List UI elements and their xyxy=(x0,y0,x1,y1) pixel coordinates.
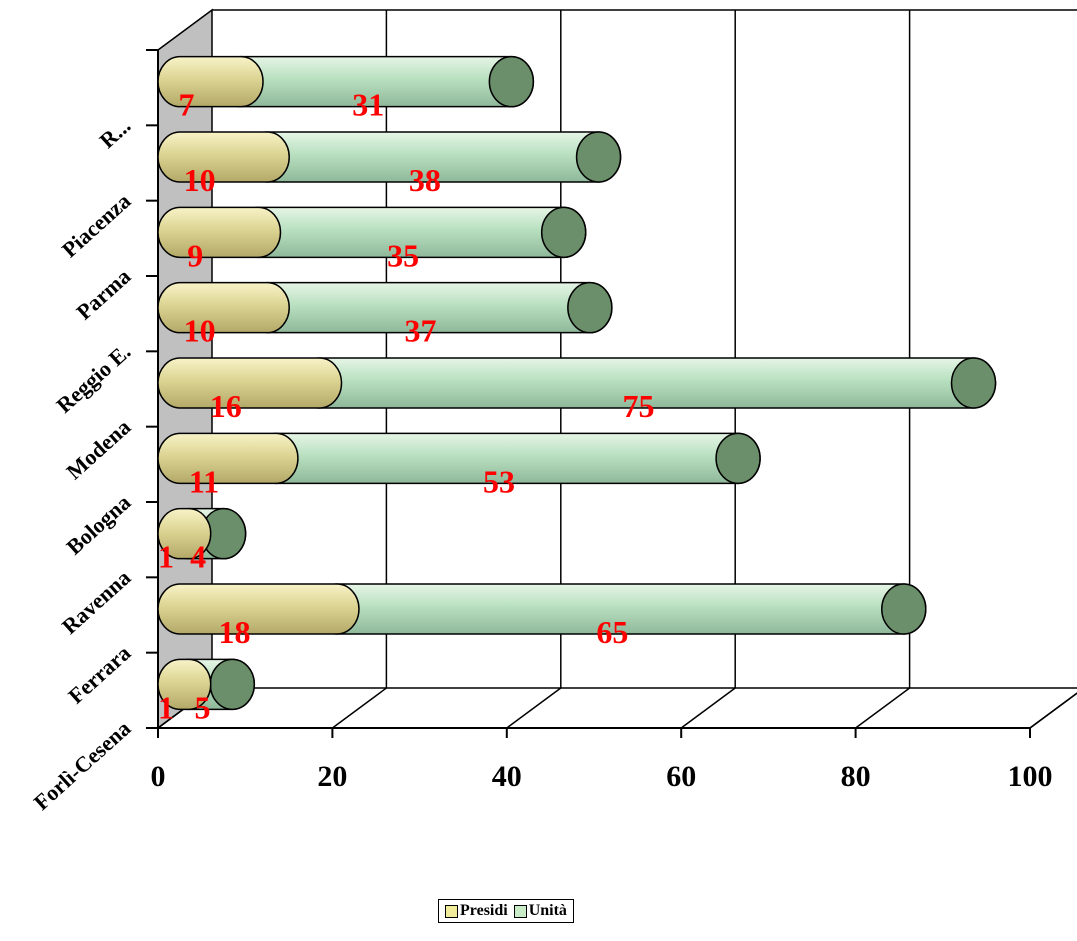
bar-unita xyxy=(244,131,622,183)
bar-presidi xyxy=(157,583,360,635)
data-label-presidi: 10 xyxy=(184,162,216,198)
bar-presidi xyxy=(157,357,343,409)
grid-lines xyxy=(157,10,1077,738)
bar-presidi xyxy=(157,507,212,560)
bar-cap xyxy=(209,658,256,711)
data-label-unita: 35 xyxy=(387,237,419,273)
data-label-presidi: 7 xyxy=(179,87,195,123)
bar-unita xyxy=(235,206,587,259)
data-label-unita: 37 xyxy=(405,313,437,349)
bar-presidi xyxy=(157,206,282,259)
category-label: R... xyxy=(95,113,136,153)
category-label: Ferrara xyxy=(63,640,135,708)
bar-cap xyxy=(575,131,622,183)
bar-cap xyxy=(881,583,927,635)
legend-swatch-unita xyxy=(513,904,527,918)
bar-cap xyxy=(715,432,761,485)
legend: Presidi Unità xyxy=(438,899,574,923)
bar-unita xyxy=(296,357,997,409)
bar-unita xyxy=(314,583,927,635)
data-label-presidi: 18 xyxy=(218,614,250,650)
legend-item-presidi: Presidi xyxy=(445,902,508,920)
floor-grid-line xyxy=(680,687,736,729)
legend-label-presidi: Presidi xyxy=(460,902,508,919)
x-tick-label: 40 xyxy=(492,760,522,793)
bar-presidi xyxy=(157,131,290,183)
category-label: Piacenza xyxy=(57,188,135,262)
legend-label-unita: Unità xyxy=(528,902,567,919)
floor-grid-line xyxy=(1029,692,1077,729)
bar-presidi xyxy=(157,281,290,334)
category-label: Parma xyxy=(71,263,135,324)
x-tick-label: 80 xyxy=(841,760,871,793)
data-label-unita: 5 xyxy=(195,689,211,725)
data-label-unita: 31 xyxy=(352,87,384,123)
floor xyxy=(155,687,1077,729)
category-label: Bologna xyxy=(61,489,135,559)
category-label: Ravenna xyxy=(57,565,136,639)
bar-cap xyxy=(567,281,613,334)
data-label-unita: 38 xyxy=(409,162,441,198)
data-label-presidi: 1 xyxy=(158,539,174,575)
data-label-unita: 4 xyxy=(190,539,206,575)
bar-presidi xyxy=(157,658,212,711)
category-label: Forlì-Cesena xyxy=(29,715,136,815)
data-label-unita: 75 xyxy=(623,388,655,424)
x-tick-labels: 0 20 40 60 80 100 xyxy=(151,760,1053,793)
x-tick-label: 0 xyxy=(151,760,166,793)
data-label-presidi: 11 xyxy=(189,463,219,499)
bar-presidi xyxy=(157,432,299,485)
bars-group xyxy=(157,55,997,711)
x-tick-label: 100 xyxy=(1008,760,1053,793)
floor-grid-line xyxy=(855,687,911,729)
category-label: Modena xyxy=(61,414,135,484)
data-label-unita: 53 xyxy=(483,463,515,499)
data-label-unita: 65 xyxy=(596,614,628,650)
legend-swatch-presidi xyxy=(445,904,458,918)
data-label-presidi: 16 xyxy=(210,388,242,424)
floor-grid-line xyxy=(331,687,387,729)
x-tick-label: 60 xyxy=(666,760,696,793)
legend-item-unita: Unità xyxy=(513,902,567,920)
data-label-presidi: 9 xyxy=(187,237,203,273)
bar-cap xyxy=(488,55,535,108)
category-labels: Forlì-CesenaFerraraRavennaBolognaModenaR… xyxy=(29,113,136,815)
data-label-presidi: 10 xyxy=(184,313,216,349)
data-label-presidi: 1 xyxy=(158,689,174,725)
bar-cap xyxy=(540,206,587,259)
x-tick-label: 20 xyxy=(317,760,347,793)
bar-presidi xyxy=(157,55,264,108)
bar-cap xyxy=(950,357,997,409)
category-label: Reggio E. xyxy=(51,339,135,418)
floor-grid-line xyxy=(506,687,562,729)
